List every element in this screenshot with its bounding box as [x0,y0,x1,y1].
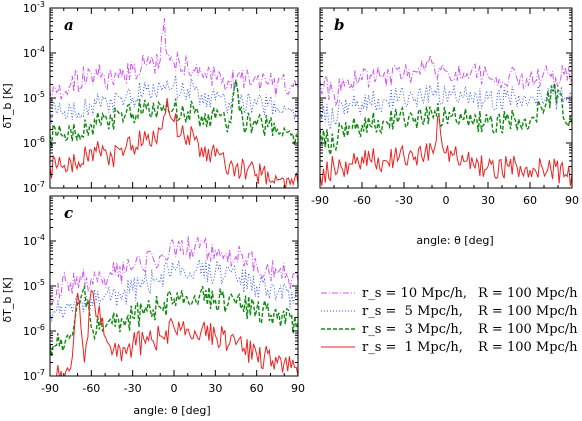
legend-label-rs1: r_s = 1 Mpc/h, [362,340,463,355]
y-tick-label-c: 10-6 [23,323,45,338]
x-tick-label-c: 60 [250,382,264,395]
y-tick-label-c: 10-4 [23,233,45,248]
y-tick-label-a: 10-3 [23,0,45,15]
legend-R-rs1: R = 100 Mpc/h [478,340,578,355]
x-tick-label-b: -60 [353,194,371,207]
x-tick-label-b: 30 [481,194,495,207]
y-tick-label-a: 10-4 [23,45,45,60]
x-tick-label-b: -30 [395,194,413,207]
panel-letter-c: c [64,204,73,222]
series-rs1-line-a [50,97,298,188]
legend-entry-rs1: r_s = 1 Mpc/h, R = 100 Mpc/h [321,340,578,355]
x-tick-label-c: -30 [124,382,142,395]
plot-frame-a [49,7,299,189]
y-tick-label-a: 10-7 [23,180,45,195]
series-rs10-line-b [320,54,572,107]
series-rs3-line-b [320,82,572,156]
y-axis-label-top: δT_b [K] [1,83,14,128]
panel-a: 10-7 10-6 10-5 10-4 10-3 a [23,0,299,195]
x-tick-label-c: 30 [208,382,222,395]
series-rs5-line-a [50,75,298,124]
x-axis-label-b: angle: θ [deg] [416,234,493,247]
panel-c: 10-7 10-6 10-5 10-4 -90 -60 -30 0 30 60 90 c [23,195,305,395]
x-tick-label-c: -90 [41,382,59,395]
y-tick-label-a: 10-5 [23,90,45,105]
x-tick-label-b: -90 [311,194,329,207]
y-tick-label-c: 10-7 [23,368,45,383]
series-rs1-line-c [50,289,298,376]
legend: r_s = 10 Mpc/h, R = 100 Mpc/h r_s = 5 Mp… [321,286,578,355]
y-tick-label-a: 10-6 [23,135,45,150]
legend-R-rs3: R = 100 Mpc/h [478,322,578,337]
x-axis-label-c: angle: θ [deg] [133,404,210,417]
panel-letter-b: b [334,16,345,34]
x-tick-label-b: 0 [443,194,450,207]
series-group-b [320,54,572,187]
legend-entry-rs10: r_s = 10 Mpc/h, R = 100 Mpc/h [321,286,578,301]
series-rs10-line-c [50,236,298,307]
panel-b: -90 -60 -30 0 30 60 90 b [311,7,579,207]
x-tick-label-c: 90 [291,382,305,395]
series-rs10-line-a [50,17,298,103]
x-tick-label-c: -60 [82,382,100,395]
legend-R-rs5: R = 100 Mpc/h [478,304,578,319]
panel-letter-a: a [64,16,74,34]
x-tick-label-b: 60 [523,194,537,207]
x-tick-label-c: 0 [171,382,178,395]
legend-label-rs3: r_s = 3 Mpc/h, [362,322,463,337]
x-tick-label-b: 90 [565,194,579,207]
legend-entry-rs3: r_s = 3 Mpc/h, R = 100 Mpc/h [321,322,578,337]
series-rs5-line-b [320,81,572,130]
series-group-c [50,236,298,376]
y-tick-label-c: 10-5 [23,278,45,293]
legend-entry-rs5: r_s = 5 Mpc/h, R = 100 Mpc/h [321,304,578,319]
y-axis-label-bottom: δT_b [K] [1,277,14,322]
series-group-a [50,17,298,188]
series-rs1-line-b [320,115,572,187]
legend-label-rs5: r_s = 5 Mpc/h, [362,304,463,319]
legend-label-rs10: r_s = 10 Mpc/h, [362,286,467,301]
series-rs3-line-a [50,79,298,148]
series-rs3-line-c [50,285,298,357]
series-rs5-line-c [50,259,298,322]
legend-R-rs10: R = 100 Mpc/h [478,286,578,301]
